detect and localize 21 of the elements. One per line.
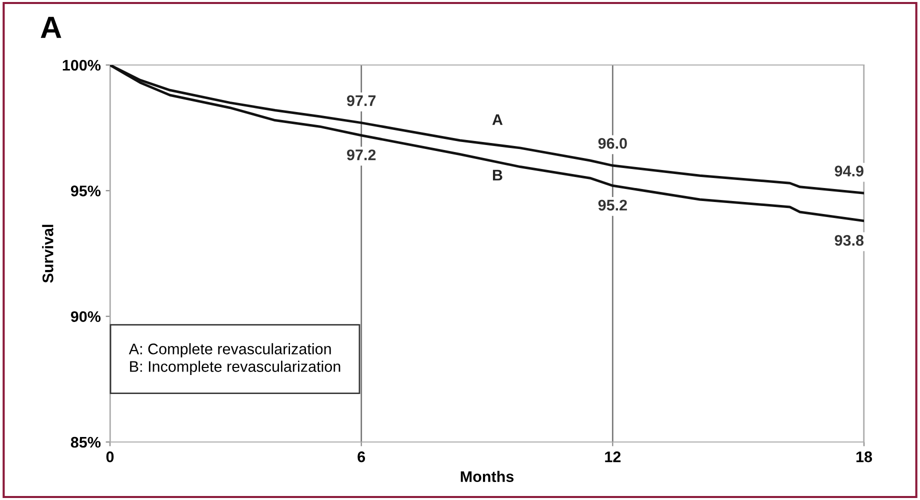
series-label: A [492, 114, 503, 125]
annotation: 97.2 [346, 149, 376, 160]
annotation: 96.0 [598, 138, 627, 149]
x-axis-title: Months [460, 470, 514, 482]
y-tick-label: 95% [70, 186, 101, 196]
y-axis-title: Survival [42, 224, 54, 283]
annotation: B: Incomplete revascularization [130, 360, 340, 375]
x-tick-label: 6 [358, 451, 366, 462]
annotation: 97.7 [346, 95, 376, 106]
y-tick-label: 90% [70, 311, 101, 322]
x-tick-label: 18 [856, 451, 872, 462]
y-tick-label: 85% [70, 436, 101, 448]
series-label: B [492, 170, 502, 180]
x-tick-label: 0 [106, 451, 114, 462]
annotation: 94.9 [834, 166, 864, 176]
chart-title: A [40, 16, 62, 38]
annotation: 95.2 [598, 200, 627, 211]
annotation: A: Complete revascularization [128, 343, 331, 358]
y-tick-label: 100% [62, 60, 101, 71]
annotation: 93.8 [834, 234, 864, 246]
x-tick-label: 12 [605, 451, 621, 462]
